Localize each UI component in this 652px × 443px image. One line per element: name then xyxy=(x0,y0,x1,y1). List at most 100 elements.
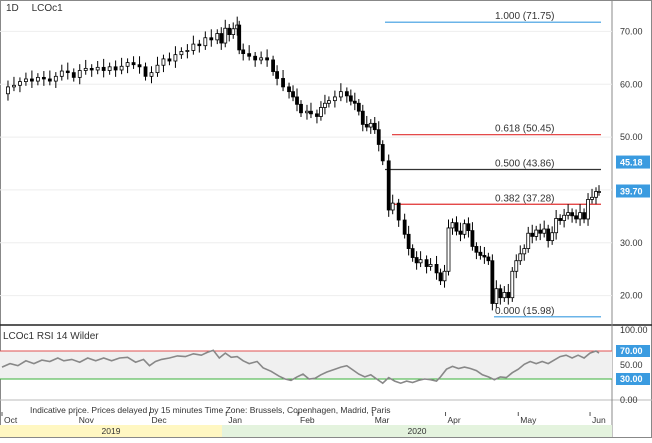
candle-body xyxy=(179,51,184,56)
candle-body xyxy=(380,144,385,162)
candle-body xyxy=(364,124,369,128)
candle-body xyxy=(410,248,415,258)
candle-body xyxy=(542,228,547,234)
candle-body xyxy=(352,100,357,104)
price-badge xyxy=(616,184,650,198)
candle-body xyxy=(47,78,52,82)
candle-body xyxy=(446,227,451,272)
candle-body xyxy=(526,232,531,249)
candle-body xyxy=(428,264,433,267)
candle-body xyxy=(486,256,491,262)
fib-level-label: 1.000 (71.75) xyxy=(495,11,555,22)
candle-body xyxy=(338,91,343,98)
rsi-tick-label: 30.00 xyxy=(620,374,643,384)
candle-body xyxy=(590,196,594,200)
candle-body xyxy=(376,129,381,145)
candle-body xyxy=(247,53,252,57)
candle-body xyxy=(494,288,499,304)
candle-body xyxy=(570,212,574,217)
candle-body xyxy=(402,219,407,235)
candle-body xyxy=(582,212,586,220)
candle-body xyxy=(53,75,58,82)
candle-body xyxy=(203,37,208,47)
candle-body xyxy=(215,33,220,41)
candle-body xyxy=(197,43,202,47)
candle-body xyxy=(119,65,124,71)
candle-body xyxy=(305,110,309,114)
candle-body xyxy=(161,58,166,66)
price-tick-label: 50.00 xyxy=(620,132,643,142)
candle-body xyxy=(348,95,353,102)
rsi-axis: 0.00 30.00 50.00 70.00 100.00 xyxy=(616,325,650,405)
candle-body xyxy=(191,43,196,51)
candle-body xyxy=(360,110,365,125)
month-tick-label: Dec xyxy=(152,415,168,425)
candle-body xyxy=(315,113,319,117)
candle-body xyxy=(506,292,511,299)
candle-body xyxy=(442,270,447,282)
candle-body xyxy=(95,66,100,71)
candle-body xyxy=(41,76,46,80)
timeframe-label: 1D xyxy=(6,3,19,14)
price-badge-label: 45.18 xyxy=(620,158,643,168)
candle-body xyxy=(450,222,455,229)
candle-body xyxy=(113,66,118,71)
candle-body xyxy=(554,218,559,234)
candle-body xyxy=(125,62,130,67)
fib-level-label: 0.000 (15.98) xyxy=(495,306,555,317)
candle-body xyxy=(372,122,377,131)
candle-body xyxy=(101,66,106,71)
rsi-level-badge xyxy=(616,345,650,357)
candle-body xyxy=(458,230,463,235)
candle-body xyxy=(253,55,258,61)
candle-body xyxy=(438,272,443,282)
candle-body xyxy=(522,248,527,255)
candle-body xyxy=(332,96,337,102)
candle-body xyxy=(241,49,246,55)
candle-body xyxy=(223,27,228,44)
candle-body xyxy=(173,54,178,62)
candle-body xyxy=(71,72,76,78)
month-tick-label: Nov xyxy=(79,415,95,425)
candle-body xyxy=(434,264,439,274)
candle-body xyxy=(597,191,601,193)
candle-body xyxy=(137,64,142,68)
candle-body xyxy=(462,223,467,235)
price-candles xyxy=(6,16,601,311)
candle-body xyxy=(562,214,567,221)
candle-body xyxy=(185,50,190,52)
candle-body xyxy=(594,191,598,198)
chart-header: 1D LCOc1 xyxy=(6,3,73,14)
candle-body xyxy=(574,215,578,220)
candle-body xyxy=(550,232,555,242)
candle-body xyxy=(227,27,232,35)
month-tick-label: Feb xyxy=(300,415,315,425)
candle-body xyxy=(578,212,582,220)
rsi-band xyxy=(0,351,612,379)
candle-body xyxy=(534,229,539,237)
candle-body xyxy=(418,259,423,264)
candle-body xyxy=(474,246,479,253)
month-tick-label: Oct xyxy=(4,415,18,425)
price-tick-label: 70.00 xyxy=(620,26,643,36)
candle-body xyxy=(275,71,279,79)
month-tick-label: Apr xyxy=(448,415,461,425)
year-label-2020: 2020 xyxy=(407,426,427,436)
fib-level-label: 0.382 (37.28) xyxy=(495,193,555,204)
rsi-plot xyxy=(0,349,612,385)
candle-body xyxy=(586,199,590,220)
symbol-label: LCOc1 xyxy=(31,3,63,14)
candle-body xyxy=(414,257,419,264)
candle-body xyxy=(319,107,323,117)
rsi-panel-label: LCOc1 RSI 14 Wilder xyxy=(3,331,99,342)
month-axis: Oct Nov Dec Jan Feb Mar Apr May Jun xyxy=(1,412,606,425)
candle-body xyxy=(89,68,94,71)
fib-level-label: 0.500 (43.86) xyxy=(495,159,555,170)
candle-body xyxy=(299,103,303,114)
month-tick-label: May xyxy=(520,415,537,425)
price-badge xyxy=(616,155,650,169)
candle-body xyxy=(167,58,172,62)
candle-body xyxy=(12,84,16,88)
